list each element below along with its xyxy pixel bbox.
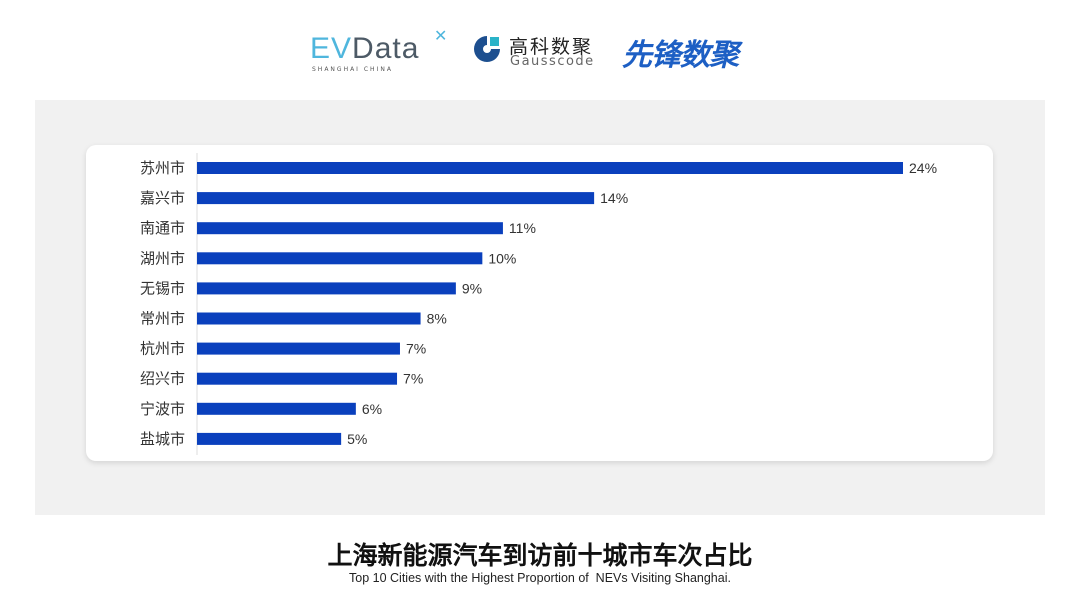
bar xyxy=(197,222,503,235)
data-label: 9% xyxy=(462,280,482,296)
evdata-logo: EVData xyxy=(310,32,420,65)
gausscode-logo-cn: 高科数聚 xyxy=(509,36,594,58)
bar xyxy=(197,282,456,295)
data-label: 7% xyxy=(406,341,426,357)
category-label: 宁波市 xyxy=(140,400,185,418)
bar xyxy=(197,402,356,415)
bar xyxy=(197,162,903,174)
bar xyxy=(197,252,483,265)
gausscode-logo-en: Gausscode xyxy=(510,54,595,69)
data-label: 14% xyxy=(600,190,628,206)
evdata-logo-sub: SHANGHAI CHINA xyxy=(312,66,393,73)
gausscode-logo-icon xyxy=(474,36,500,62)
category-label: 绍兴市 xyxy=(140,370,185,388)
bar xyxy=(197,432,342,445)
logo-bar: EVData ✕ SHANGHAI CHINA 高科数聚 Gausscode 先… xyxy=(0,24,1080,74)
evdata-x-mark: ✕ xyxy=(434,26,448,45)
category-label: 南通市 xyxy=(140,219,185,237)
bar xyxy=(197,342,400,355)
chart-subtitle: Top 10 Cities with the Highest Proportio… xyxy=(349,571,731,585)
chart-title: 上海新能源汽车到访前十城市车次占比 xyxy=(327,541,753,570)
data-label: 7% xyxy=(403,371,423,387)
bar xyxy=(197,372,398,385)
category-label: 盐城市 xyxy=(140,430,185,448)
xianfeng-logo: 先锋数聚 xyxy=(622,38,739,73)
data-label: 11% xyxy=(509,220,536,236)
category-label: 无锡市 xyxy=(140,279,185,297)
category-label: 常州市 xyxy=(140,310,185,328)
category-label: 嘉兴市 xyxy=(140,189,185,207)
data-label: 8% xyxy=(427,311,447,327)
bar xyxy=(197,192,595,205)
category-label: 杭州市 xyxy=(140,340,185,358)
data-label: 24% xyxy=(909,160,937,176)
data-label: 6% xyxy=(362,401,382,417)
data-label: 5% xyxy=(347,431,367,447)
category-label: 湖州市 xyxy=(140,249,185,267)
data-label: 10% xyxy=(488,250,516,266)
category-label: 苏州市 xyxy=(140,159,185,177)
bar xyxy=(197,312,421,325)
